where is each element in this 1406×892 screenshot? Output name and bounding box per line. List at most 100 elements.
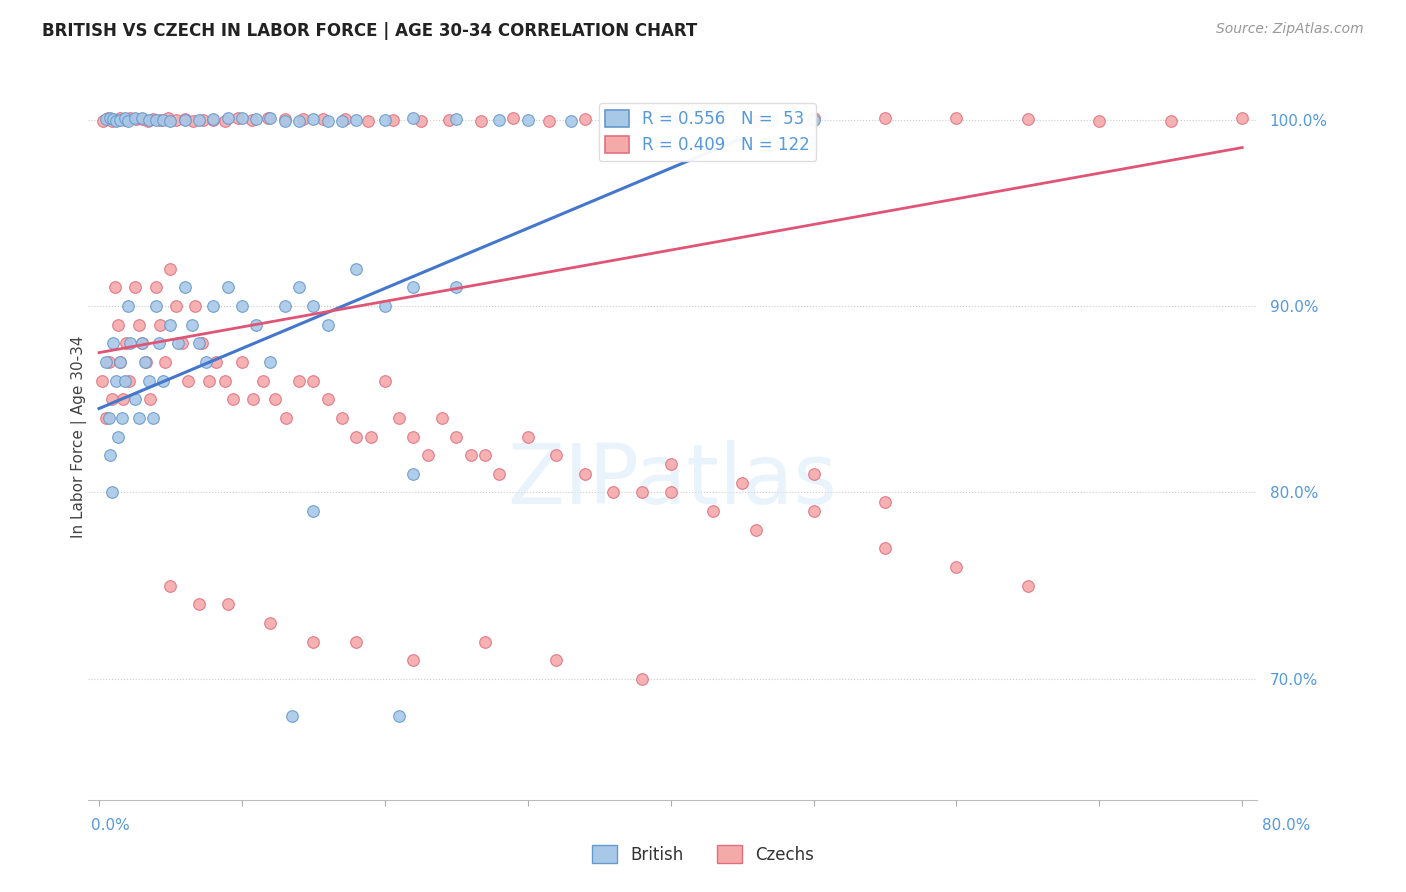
Point [214,114,236,128]
Point [214,374,236,388]
Point [803,467,825,481]
Point [430,410,453,425]
Text: BRITISH VS CZECH IN LABOR FORCE | AGE 30-34 CORRELATION CHART: BRITISH VS CZECH IN LABOR FORCE | AGE 30… [42,22,697,40]
Point [316,318,339,332]
Point [409,113,432,128]
Point [659,112,682,126]
Point [152,113,174,128]
Point [252,374,274,388]
Point [242,392,264,407]
Point [117,299,139,313]
Point [274,299,297,313]
Point [170,336,193,351]
Point [110,111,132,125]
Point [124,392,146,407]
Point [205,355,228,369]
Point [488,467,510,481]
Point [402,467,425,481]
Point [274,113,297,128]
Point [1017,112,1039,127]
Point [159,261,181,276]
Point [402,429,425,443]
Point [159,318,181,332]
Legend: British, Czechs: British, Czechs [585,838,821,871]
Point [388,709,411,723]
Point [191,336,214,351]
Point [945,111,967,125]
Point [159,579,181,593]
Point [142,112,165,127]
Point [470,114,492,128]
Point [602,485,624,500]
Point [360,429,382,443]
Point [873,541,896,556]
Point [288,280,311,294]
Point [292,112,315,127]
Point [259,355,281,369]
Text: Source: ZipAtlas.com: Source: ZipAtlas.com [1216,22,1364,37]
Point [302,634,325,648]
Point [231,112,253,126]
Point [330,114,353,128]
Point [1017,579,1039,593]
Point [659,458,682,472]
Point [101,485,124,500]
Point [202,299,225,313]
Point [613,113,636,128]
Point [128,318,150,332]
Point [173,112,195,127]
Point [142,410,165,425]
Point [145,299,167,313]
Point [226,112,249,126]
Point [131,336,153,351]
Point [105,113,128,128]
Point [259,615,281,630]
Point [217,280,239,294]
Point [134,355,156,369]
Point [538,113,561,128]
Point [316,114,339,128]
Point [115,336,138,351]
Point [181,114,204,128]
Point [302,504,325,518]
Point [344,112,367,127]
Point [602,114,624,128]
Point [120,336,142,351]
Point [302,112,325,127]
Point [153,355,176,369]
Point [759,113,782,128]
Point [374,374,396,388]
Point [118,374,141,388]
Legend: R = 0.556   N =  53, R = 0.409   N = 122: R = 0.556 N = 53, R = 0.409 N = 122 [599,103,817,161]
Point [803,504,825,518]
Point [105,374,128,388]
Point [120,112,142,126]
Point [259,111,281,125]
Point [100,448,122,462]
Point [245,318,267,332]
Point [546,653,568,667]
Point [256,111,278,125]
Point [98,355,121,369]
Point [100,111,122,125]
Point [288,374,311,388]
Point [202,112,225,127]
Point [574,112,596,126]
Point [356,114,378,128]
Point [149,318,172,332]
Point [139,392,162,407]
Point [98,410,121,425]
Point [184,299,207,313]
Point [873,495,896,509]
Point [402,280,425,294]
Point [945,560,967,574]
Point [94,112,117,127]
Point [103,336,125,351]
Point [263,392,285,407]
Point [110,113,132,128]
Point [274,112,297,127]
Point [446,280,468,294]
Point [114,112,136,127]
Point [659,485,682,500]
Point [198,374,221,388]
